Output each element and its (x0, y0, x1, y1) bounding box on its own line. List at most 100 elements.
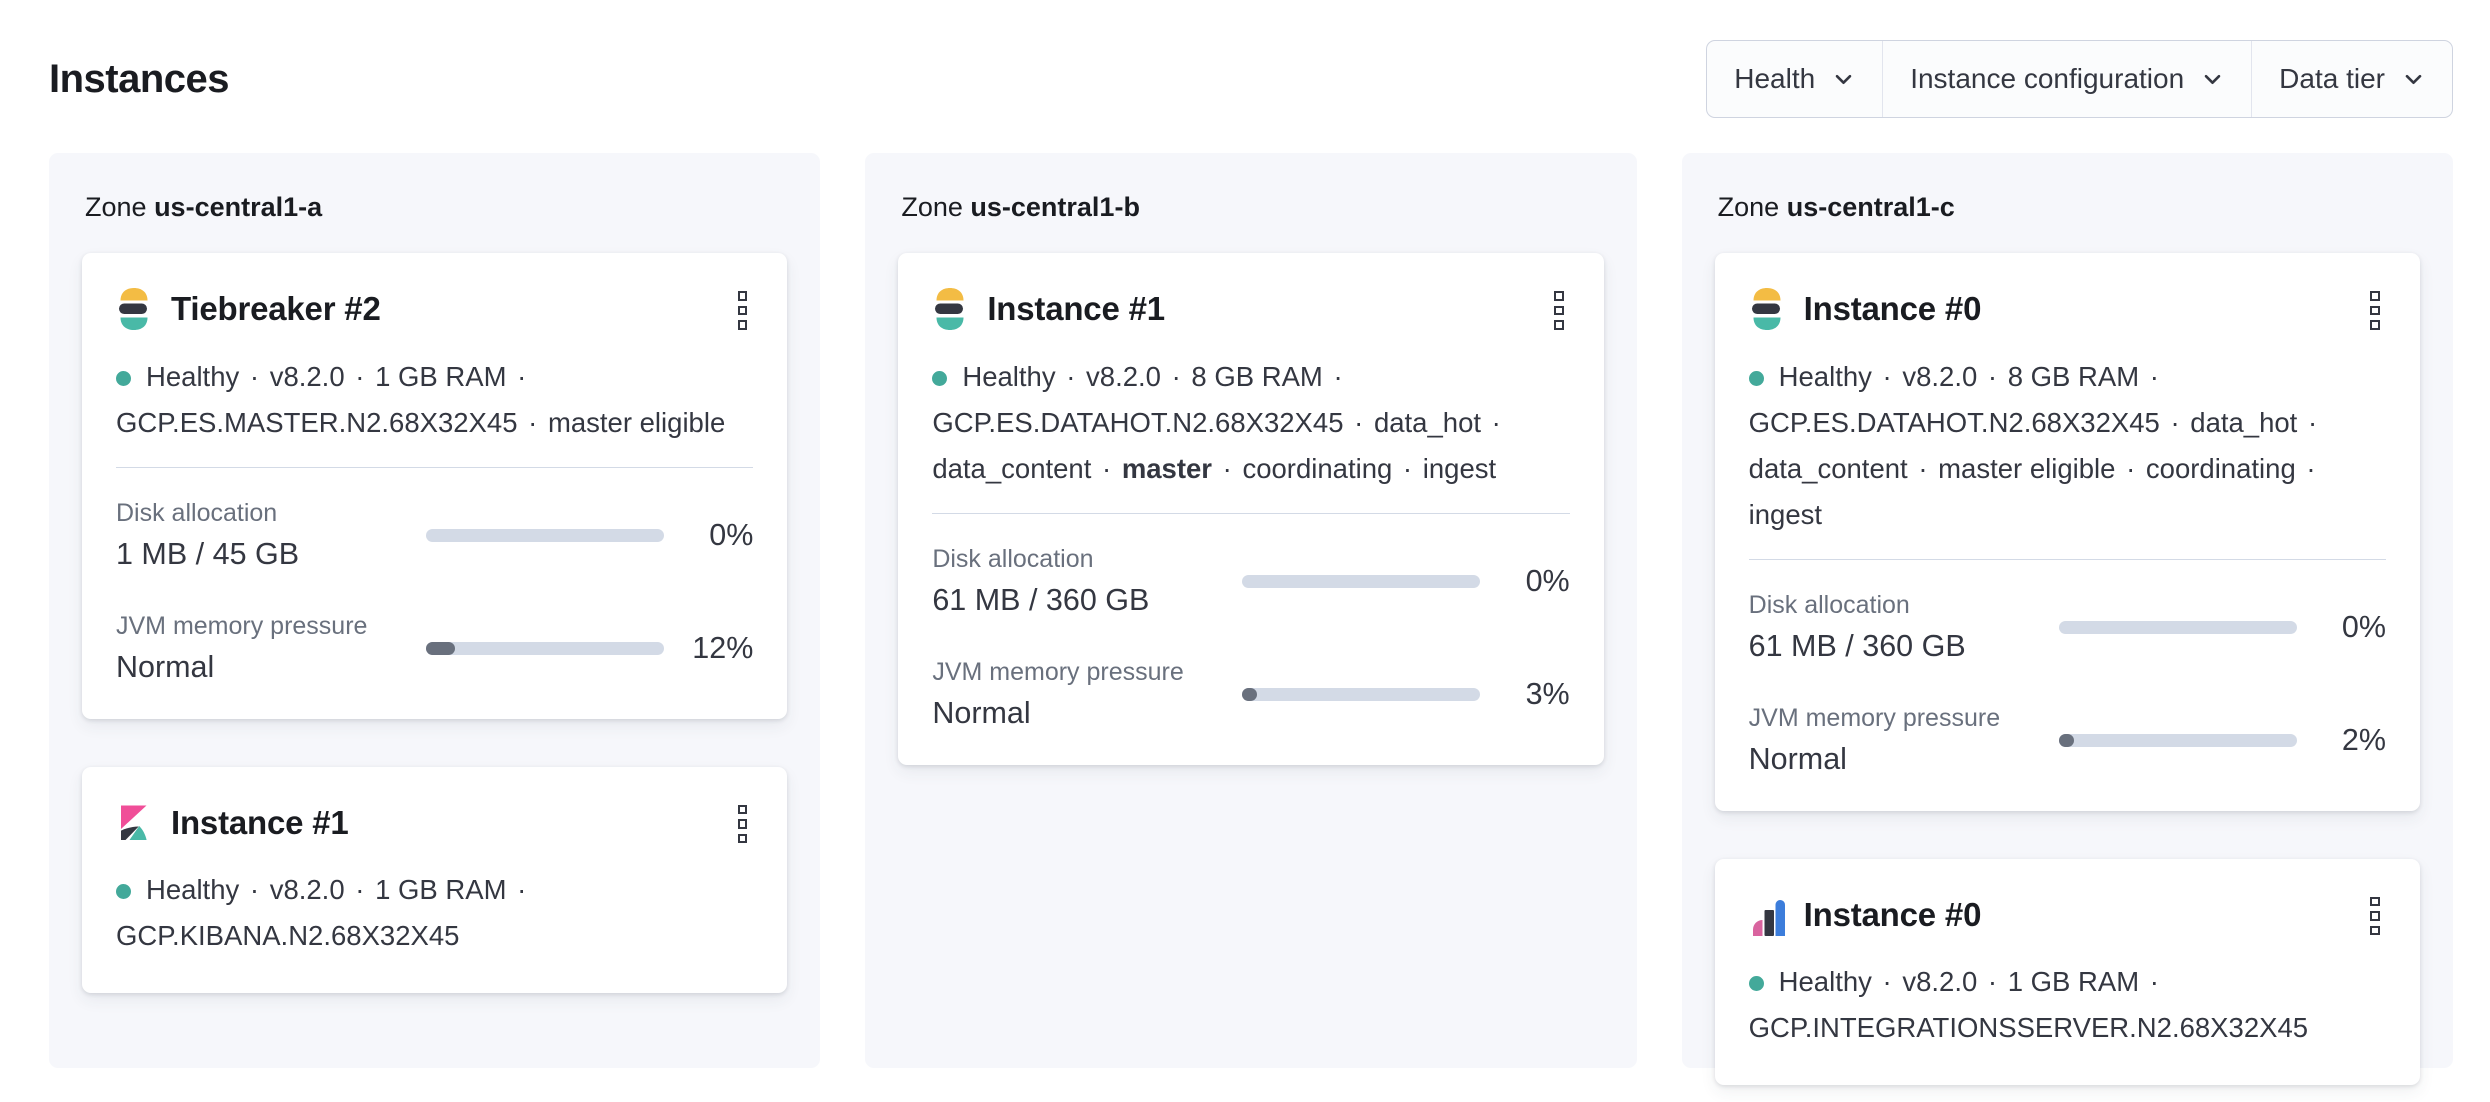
meta-item: coordinating (1242, 452, 1393, 484)
meta-item: 1 GB RAM (2007, 966, 2140, 997)
metric-row-jvm-memory-pressure: JVM memory pressure Normal 2% (1749, 704, 2386, 777)
instance-card-header: Instance #0 (1749, 887, 2386, 944)
zone-name: us-central1-a (154, 192, 323, 222)
meta-separator: · (242, 360, 267, 392)
meta-separator: · (1215, 452, 1240, 484)
meta-item: data_content (932, 452, 1092, 484)
metric-percent: 2% (2341, 722, 2386, 757)
instance-menu-button[interactable] (732, 283, 754, 338)
page-title: Instances (49, 56, 230, 101)
progress-bar-fill (1242, 687, 1258, 701)
metric-text: JVM memory pressure Normal (1749, 704, 2059, 777)
filter-group: Health Instance configuration Data tier (1706, 40, 2453, 118)
meta-separator: · (347, 874, 373, 905)
menu-box (1554, 320, 1564, 330)
metric-label: JVM memory pressure (1748, 703, 2001, 732)
jvm-memory-pressure-bar (2058, 733, 2297, 747)
meta-item: ingest (1422, 452, 1497, 484)
meta-separator: · (520, 406, 545, 438)
filter-button-health[interactable]: Health (1707, 41, 1882, 117)
instance-meta: Healthy · v8.2.0 · 1 GB RAM · GCP.KIBANA… (116, 867, 753, 959)
meta-separator: · (2142, 966, 2159, 997)
metric-row-disk-allocation: Disk allocation 61 MB / 360 GB 0% (1749, 591, 2386, 664)
progress-bar-fill (2058, 733, 2074, 747)
meta-item: GCP.ES.DATAHOT.N2.68X32X45 (1748, 406, 2160, 438)
instance-meta: Healthy · v8.2.0 · 8 GB RAM · GCP.ES.DAT… (1748, 354, 2386, 538)
zones-row: Zone us-central1-a Tiebreaker #2 Healthy ·… (0, 153, 2490, 1085)
menu-box (2370, 911, 2380, 921)
meta-separator: · (1058, 360, 1084, 392)
health-dot-icon (116, 370, 131, 386)
filter-button-instance-configuration[interactable]: Instance configuration (1882, 41, 2251, 117)
metric-percent: 0% (2341, 609, 2386, 644)
elasticsearch-logo-icon (116, 285, 152, 333)
meta-separator: · (509, 360, 527, 392)
metric-percent: 3% (1525, 676, 1570, 711)
metric-row-disk-allocation: Disk allocation 61 MB / 360 GB 0% (932, 545, 1569, 618)
instance-metrics: Disk allocation 61 MB / 360 GB 0% JVM memor… (932, 545, 1569, 731)
menu-box (737, 833, 748, 843)
disk-allocation-bar (1242, 574, 1481, 588)
instance-card: Instance #1 Healthy · v8.2.0 · 8 GB RAM ·… (898, 253, 1604, 765)
meta-separator: · (1325, 360, 1343, 392)
instance-meta: Healthy · v8.2.0 · 8 GB RAM · GCP.ES.DAT… (932, 354, 1569, 492)
metric-row-disk-allocation: Disk allocation 1 MB / 45 GB 0% (116, 499, 753, 572)
meta-item: Healthy (146, 874, 240, 905)
kibana-logo-icon (116, 799, 152, 847)
instance-menu-button[interactable] (2364, 889, 2386, 944)
metric-value: 61 MB / 360 GB (1748, 628, 1966, 663)
meta-separator: · (347, 360, 373, 392)
zone-panel-us-central1-c: Zone us-central1-c Instance #0 Healthy · v… (1681, 153, 2453, 1085)
instance-card-header: Instance #1 (932, 281, 1569, 338)
menu-box (2370, 925, 2380, 935)
metric-value: Normal (932, 695, 1031, 730)
meta-item: master eligible (547, 406, 726, 438)
meta-separator: · (1163, 360, 1189, 392)
instance-menu-button[interactable] (1548, 283, 1570, 338)
disk-allocation-bar (426, 528, 664, 542)
instance-meta: Healthy · v8.2.0 · 1 GB RAM · GCP.ES.MAS… (116, 354, 753, 446)
zone-panel-us-central1-b: Zone us-central1-b Instance #1 Healthy · v… (865, 153, 1637, 1068)
meta-item: 1 GB RAM (375, 360, 507, 392)
chevron-down-icon (2201, 68, 2224, 91)
meta-item: Healthy (146, 360, 240, 392)
metric-value: Normal (1748, 741, 1847, 776)
boxes-vertical-icon (2370, 896, 2380, 935)
meta-item: v8.2.0 (1902, 966, 1978, 997)
meta-item: 1 GB RAM (375, 874, 507, 905)
meta-item: data_content (1748, 452, 1908, 484)
filter-button-data-tier[interactable]: Data tier (2251, 41, 2452, 117)
instance-title: Instance #0 (1803, 290, 1982, 328)
menu-box (737, 305, 748, 315)
meta-separator: · (1484, 406, 1501, 438)
meta-separator: · (2300, 406, 2318, 438)
menu-box (1554, 291, 1564, 301)
jvm-memory-pressure-bar (426, 641, 664, 655)
instance-title: Instance #1 (171, 803, 349, 841)
instance-menu-button[interactable] (2364, 283, 2386, 338)
menu-box (1554, 305, 1564, 315)
meta-separator: · (1910, 452, 1936, 484)
page-header: Instances Health Instance configuration Da… (0, 0, 2490, 118)
menu-box (2370, 291, 2380, 301)
instance-card: Instance #1 Healthy · v8.2.0 · 1 GB RAM ·… (82, 766, 788, 993)
meta-item: v8.2.0 (269, 874, 345, 905)
meta-item: ingest (1748, 498, 1823, 530)
health-dot-icon (116, 884, 131, 899)
menu-box (737, 804, 748, 814)
zone-header: Zone us-central1-c (1718, 192, 2420, 223)
meta-item: Healthy (1778, 360, 1872, 392)
metric-label: Disk allocation (1748, 590, 1910, 619)
metric-text: Disk allocation 61 MB / 360 GB (932, 545, 1242, 618)
instance-menu-button[interactable] (732, 797, 754, 852)
health-dot-icon (1748, 370, 1764, 386)
meta-separator: · (2162, 406, 2188, 438)
filter-label: Health (1734, 63, 1816, 94)
elasticsearch-logo-icon (932, 285, 968, 333)
instance-metrics: Disk allocation 61 MB / 360 GB 0% JVM memor… (1749, 591, 2386, 777)
zone-label: Zone (901, 192, 963, 222)
menu-box (737, 819, 748, 829)
metric-text: Disk allocation 1 MB / 45 GB (116, 499, 426, 572)
meta-item: GCP.KIBANA.N2.68X32X45 (116, 920, 460, 951)
instance-card: Instance #0 Healthy · v8.2.0 · 8 GB RAM ·… (1714, 253, 2420, 811)
